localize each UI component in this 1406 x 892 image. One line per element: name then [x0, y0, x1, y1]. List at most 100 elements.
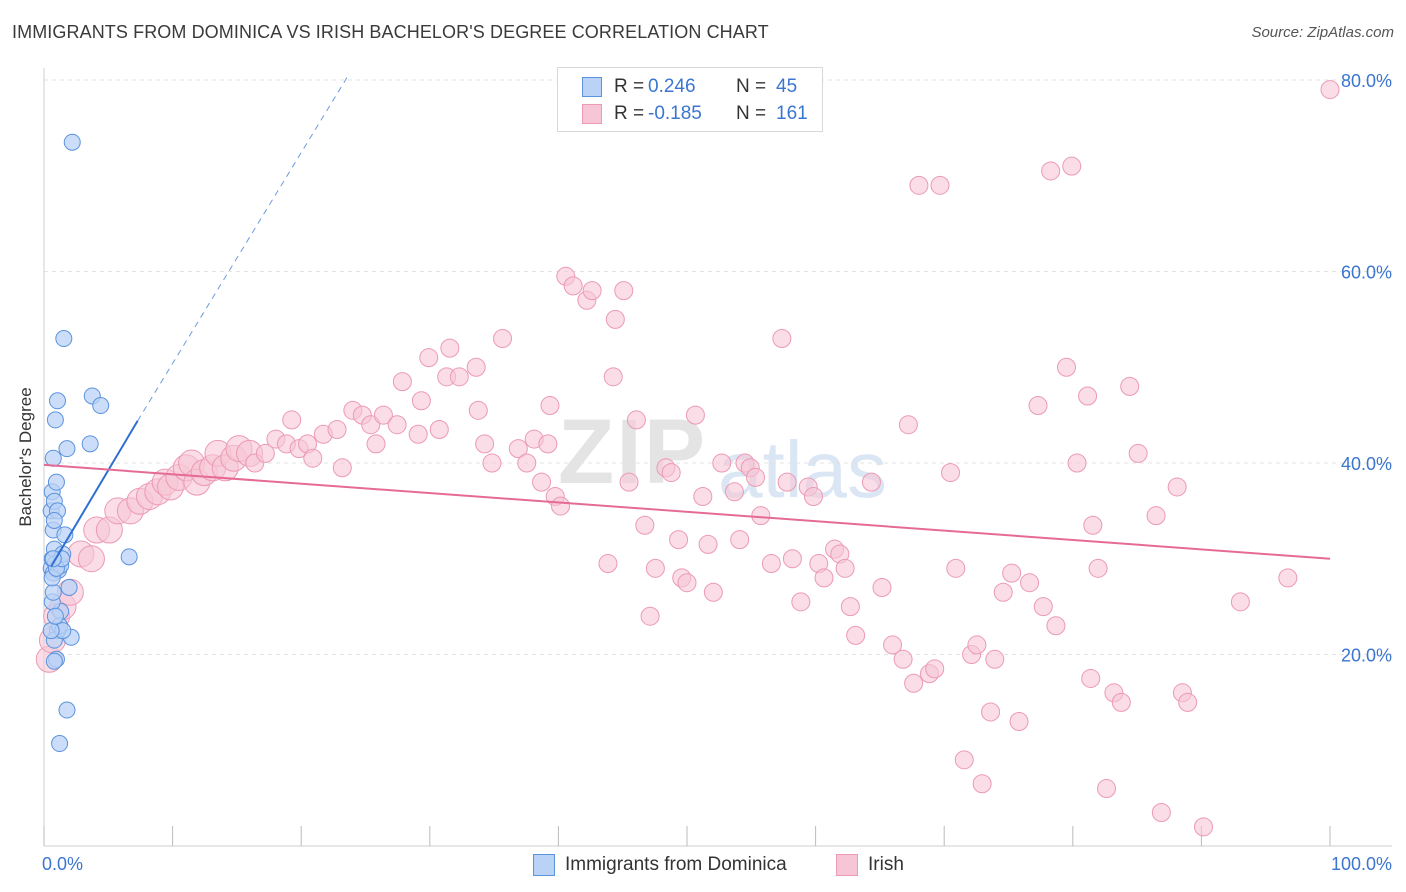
- dominica-point: [46, 411, 64, 429]
- dominica-point: [48, 392, 66, 410]
- irish-point: [598, 554, 618, 574]
- dominica-point: [58, 440, 76, 458]
- irish-point: [1046, 616, 1066, 636]
- irish-point: [954, 750, 974, 770]
- irish-point: [661, 463, 681, 483]
- irish-point: [1002, 563, 1022, 583]
- legend-n-value: 45: [776, 76, 798, 97]
- irish-point: [703, 582, 723, 602]
- irish-point: [712, 453, 732, 473]
- irish-point: [967, 635, 987, 655]
- x-tick-label: 100.0%: [1331, 854, 1392, 874]
- dominica-point: [58, 701, 76, 719]
- chart-title: IMMIGRANTS FROM DOMINICA VS IRISH BACHEL…: [12, 22, 769, 42]
- irish-point: [772, 329, 792, 349]
- irish-point: [883, 635, 903, 655]
- irish-point: [563, 276, 583, 296]
- irish-point: [1320, 80, 1340, 100]
- irish-point: [449, 367, 469, 387]
- irish-point: [640, 606, 660, 626]
- irish-point: [746, 467, 766, 487]
- irish-point: [282, 410, 302, 430]
- dominica-point: [55, 330, 73, 348]
- irish-point: [1120, 376, 1140, 396]
- irish-point: [540, 396, 560, 416]
- stats-legend: R = 0.246 N = 45 R = -0.185 N = 161: [557, 67, 823, 132]
- dominica-point: [60, 578, 78, 596]
- x-tick-label: 0.0%: [42, 854, 83, 874]
- irish-point: [303, 448, 323, 468]
- irish-point: [508, 439, 528, 459]
- legend-r-label: R =: [614, 76, 645, 97]
- irish-point: [669, 530, 689, 550]
- irish-point: [1088, 558, 1108, 578]
- irish-point: [1111, 692, 1131, 712]
- legend-n-label: N =: [736, 103, 767, 124]
- irish-point: [898, 415, 918, 435]
- bottom-legend-swatch-dominica: [533, 854, 555, 876]
- irish-point: [1041, 161, 1061, 181]
- dominica-point: [46, 607, 64, 625]
- bottom-legend-label-irish: Irish: [868, 854, 904, 875]
- source-label: Source: ZipAtlas.com: [1251, 24, 1394, 41]
- legend-r-value: 0.246: [648, 76, 696, 97]
- irish-point: [861, 472, 881, 492]
- irish-point: [1078, 386, 1098, 406]
- irish-point: [1056, 357, 1076, 377]
- legend-swatch-irish: [582, 104, 602, 124]
- irish-point: [605, 309, 625, 329]
- bottom-legend-dominica: Immigrants from Dominica: [533, 852, 787, 878]
- irish-point: [419, 348, 439, 368]
- bottom-legend-irish: Irish: [836, 852, 904, 878]
- irish-point: [840, 597, 860, 617]
- irish-point: [1028, 396, 1048, 416]
- dominica-point: [44, 449, 62, 467]
- irish-point: [1009, 712, 1029, 732]
- dominica-point: [120, 548, 138, 566]
- irish-point: [730, 530, 750, 550]
- irish-point: [677, 573, 697, 593]
- irish-point: [777, 472, 797, 492]
- irish-point: [1033, 597, 1053, 617]
- y-tick-label: 60.0%: [1341, 263, 1392, 283]
- irish-point: [361, 415, 381, 435]
- irish-point: [985, 649, 1005, 669]
- irish-point: [893, 649, 913, 669]
- irish-point: [1194, 817, 1214, 837]
- y-tick-label: 20.0%: [1341, 646, 1392, 666]
- legend-row-irish: R = -0.185 N = 161: [582, 102, 808, 126]
- dominica-point: [44, 583, 62, 601]
- irish-point: [1128, 443, 1148, 463]
- dominica-point: [63, 133, 81, 151]
- dominica-point: [81, 435, 99, 453]
- irish-point: [582, 281, 602, 301]
- irish-point: [440, 338, 460, 358]
- irish-point: [1146, 506, 1166, 526]
- irish-point: [782, 549, 802, 569]
- irish-point: [693, 487, 713, 507]
- irish-point: [332, 458, 352, 478]
- irish-point: [1062, 156, 1082, 176]
- irish-point: [761, 554, 781, 574]
- legend-n-label: N =: [736, 76, 767, 97]
- irish-point: [814, 568, 834, 588]
- dominica-point: [42, 622, 60, 640]
- y-tick-label: 80.0%: [1341, 71, 1392, 91]
- irish-point: [411, 391, 431, 411]
- irish-point: [1097, 779, 1117, 799]
- irish-point: [698, 534, 718, 554]
- irish-point: [1230, 592, 1250, 612]
- legend-r-value: -0.185: [648, 103, 702, 124]
- irish-trendline: [43, 463, 1331, 560]
- irish-point: [387, 415, 407, 435]
- legend-n-value: 161: [776, 103, 808, 124]
- irish-point: [603, 367, 623, 387]
- irish-point: [909, 175, 929, 195]
- irish-point: [803, 487, 823, 507]
- irish-point: [77, 545, 105, 573]
- irish-point: [532, 472, 552, 492]
- irish-point: [517, 453, 537, 473]
- irish-point: [538, 434, 558, 454]
- irish-point: [981, 702, 1001, 722]
